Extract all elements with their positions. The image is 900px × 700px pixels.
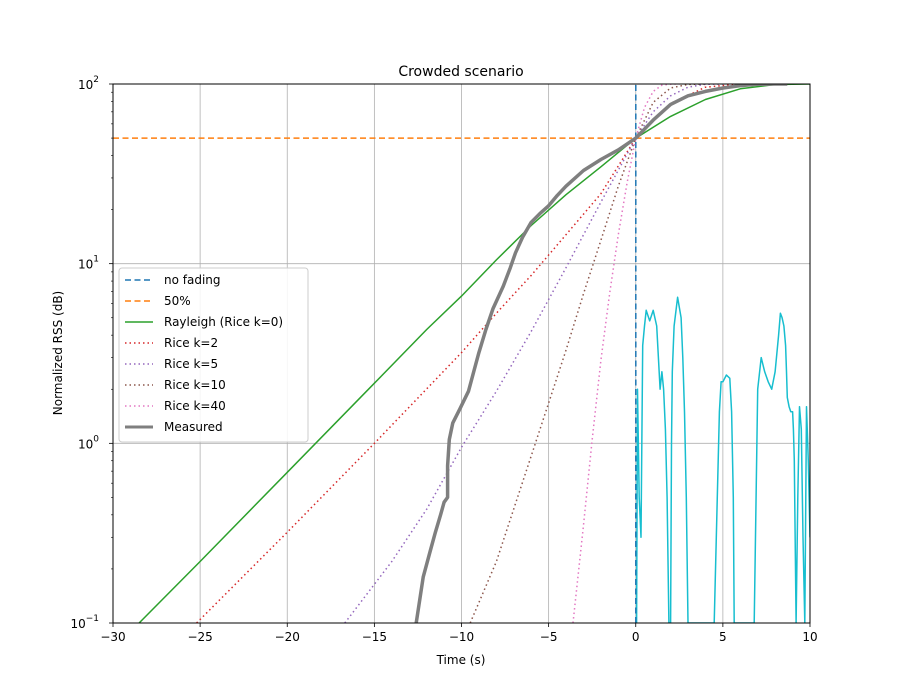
series-line-measured: [414, 84, 788, 623]
legend-label: no fading: [164, 273, 221, 287]
series-line-rice-k-40: [572, 84, 680, 623]
y-tick-label: 100: [78, 434, 99, 451]
series-line-unlabeled: [635, 296, 810, 623]
chart-title: Crowded scenario: [398, 64, 523, 80]
series-line-rice-k-5: [344, 84, 723, 623]
y-axis-label: Normalized RSS (dB): [51, 291, 65, 415]
series-line-rice-k-10: [469, 84, 706, 623]
x-tick-label: −15: [362, 630, 387, 644]
x-tick-label: −30: [100, 630, 125, 644]
x-tick-label: 5: [719, 630, 727, 644]
y-tick-label: 101: [78, 255, 99, 272]
x-tick-label: −25: [187, 630, 212, 644]
legend-box: [118, 267, 309, 443]
legend-label: Rice k=40: [164, 399, 226, 413]
legend-label: Rayleigh (Rice k=0): [164, 315, 283, 329]
legend-label: 50%: [164, 294, 191, 308]
series-line-rayleigh-rice-k-0: [138, 84, 810, 623]
x-tick-label: 0: [632, 630, 640, 644]
series-layer: [113, 84, 810, 623]
legend: no fading 50% Rayleigh (Rice k=0) Rice k=2 R…: [118, 267, 309, 443]
x-tick-label: −10: [449, 630, 474, 644]
x-tick-label: 10: [802, 630, 817, 644]
y-tick-label: 102: [78, 75, 99, 92]
legend-label: Measured: [164, 420, 223, 434]
legend-label: Rice k=10: [164, 378, 226, 392]
y-tick-label: 10−1: [70, 614, 99, 631]
legend-label: Rice k=2: [164, 336, 218, 350]
x-tick-label: −20: [275, 630, 300, 644]
x-tick-label: −5: [540, 630, 558, 644]
legend-label: Rice k=5: [164, 357, 218, 371]
x-axis-label: Time (s): [436, 653, 486, 667]
axis-ticks: −30 −25 −20 −15 −10 −5 0 5 10 10−1 100 101 102: [70, 75, 817, 644]
